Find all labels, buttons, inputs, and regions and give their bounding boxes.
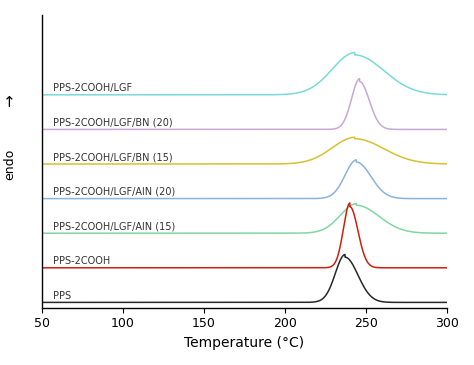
Text: PPS-2COOH/LGF/BN (20): PPS-2COOH/LGF/BN (20): [53, 118, 173, 128]
X-axis label: Temperature (°C): Temperature (°C): [184, 336, 305, 350]
Text: PPS-2COOH/LGF/AlN (15): PPS-2COOH/LGF/AlN (15): [53, 222, 175, 231]
Text: ↑: ↑: [3, 95, 16, 110]
Text: PPS-2COOH/LGF: PPS-2COOH/LGF: [53, 83, 132, 93]
Text: PPS-2COOH/LGF/BN (15): PPS-2COOH/LGF/BN (15): [53, 152, 173, 162]
Text: PPS: PPS: [53, 291, 72, 301]
Text: PPS-2COOH: PPS-2COOH: [53, 256, 110, 266]
Text: endo: endo: [3, 149, 16, 180]
Text: PPS-2COOH/LGF/AlN (20): PPS-2COOH/LGF/AlN (20): [53, 187, 175, 197]
